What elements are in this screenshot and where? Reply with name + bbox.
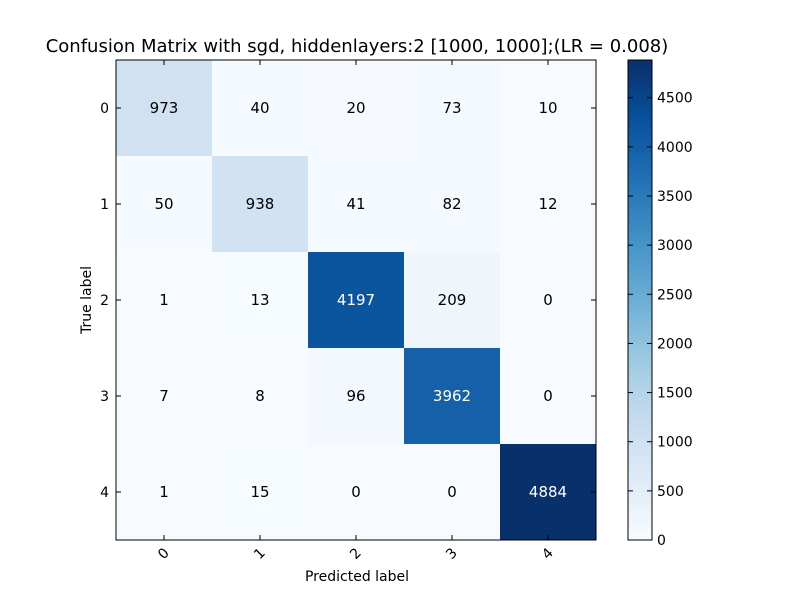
heatmap-cell [308, 252, 404, 348]
cell-value-label: 1 [159, 291, 169, 309]
heatmap-cell [404, 156, 500, 252]
heatmap-cell [500, 444, 596, 540]
x-tick-label: 4 [539, 545, 557, 563]
y-tick-label: 0 [100, 101, 109, 117]
chart-title: Confusion Matrix with sgd, hiddenlayers:… [46, 36, 669, 57]
heatmap-cell [404, 252, 500, 348]
heatmap-cell [404, 60, 500, 156]
heatmap-cell [212, 444, 308, 540]
x-tick-label: 2 [347, 545, 365, 563]
cell-value-label: 7 [159, 387, 169, 405]
heatmap-cell [212, 60, 308, 156]
y-tick-label: 1 [100, 197, 109, 213]
colorbar-tick-label: 500 [657, 484, 684, 500]
heatmap-cell [308, 444, 404, 540]
cell-value-label: 8 [255, 387, 265, 405]
cell-value-label: 209 [438, 291, 467, 309]
cell-value-label: 3962 [433, 387, 471, 405]
heatmap-cell [500, 156, 596, 252]
heatmap-cell [116, 348, 212, 444]
colorbar-tick-label: 4500 [657, 91, 693, 107]
colorbar-tick-label: 3500 [657, 189, 693, 205]
cell-value-label: 50 [154, 195, 173, 213]
colorbar [627, 59, 653, 541]
y-tick-label: 4 [100, 485, 109, 501]
heatmap-cell [404, 348, 500, 444]
y-tick-label: 2 [100, 293, 109, 309]
cell-value-label: 0 [447, 483, 457, 501]
heatmap-cell [308, 156, 404, 252]
y-axis-label: True label [79, 266, 95, 335]
y-tick-label: 3 [100, 389, 109, 405]
x-tick-label: 3 [443, 545, 461, 563]
cell-value-label: 0 [543, 291, 553, 309]
colorbar-tick-label: 1500 [657, 386, 693, 402]
cell-value-label: 938 [246, 195, 275, 213]
cell-value-label: 10 [538, 99, 557, 117]
cell-value-label: 82 [442, 195, 461, 213]
cell-value-label: 73 [442, 99, 461, 117]
heatmap-cell [500, 348, 596, 444]
heatmap-cell [116, 444, 212, 540]
heatmap-cell [116, 60, 212, 156]
cell-value-label: 41 [346, 195, 365, 213]
heatmap-cell [212, 252, 308, 348]
heatmap-cell [500, 60, 596, 156]
cell-value-label: 96 [346, 387, 365, 405]
x-tick-label: 0 [155, 545, 173, 563]
heatmap-cell [212, 156, 308, 252]
colorbar-tick-label: 2000 [657, 336, 693, 352]
cell-value-label: 4197 [337, 291, 375, 309]
cell-value-label: 0 [543, 387, 553, 405]
heatmap-cell [308, 60, 404, 156]
colorbar-tick-label: 4000 [657, 140, 693, 156]
heatmap-cell [116, 156, 212, 252]
heatmap-cell [116, 252, 212, 348]
cell-value-label: 13 [250, 291, 269, 309]
cell-value-label: 20 [346, 99, 365, 117]
colorbar-ticks: 0 500 1000 1500 2000 2500 3000 3500 4000 4500 [628, 91, 693, 549]
cell-value-label: 15 [250, 483, 269, 501]
cell-value-label: 1 [159, 483, 169, 501]
colorbar-tick-label: 1000 [657, 435, 693, 451]
cell-value-label: 973 [150, 99, 179, 117]
cell-value-label: 12 [538, 195, 557, 213]
colorbar-tick-label: 2500 [657, 287, 693, 303]
heatmap-cell [308, 348, 404, 444]
colorbar-tick-label: 3000 [657, 238, 693, 254]
heatmap-cell [404, 444, 500, 540]
heatmap-cell [212, 348, 308, 444]
x-axis-label: Predicted label [305, 569, 409, 585]
cell-value-label: 4884 [529, 483, 567, 501]
x-tick-label: 1 [251, 545, 269, 563]
cell-value-label: 0 [351, 483, 361, 501]
cell-value-label: 40 [250, 99, 269, 117]
heatmap-cell [500, 252, 596, 348]
colorbar-tick-label: 0 [657, 533, 666, 549]
